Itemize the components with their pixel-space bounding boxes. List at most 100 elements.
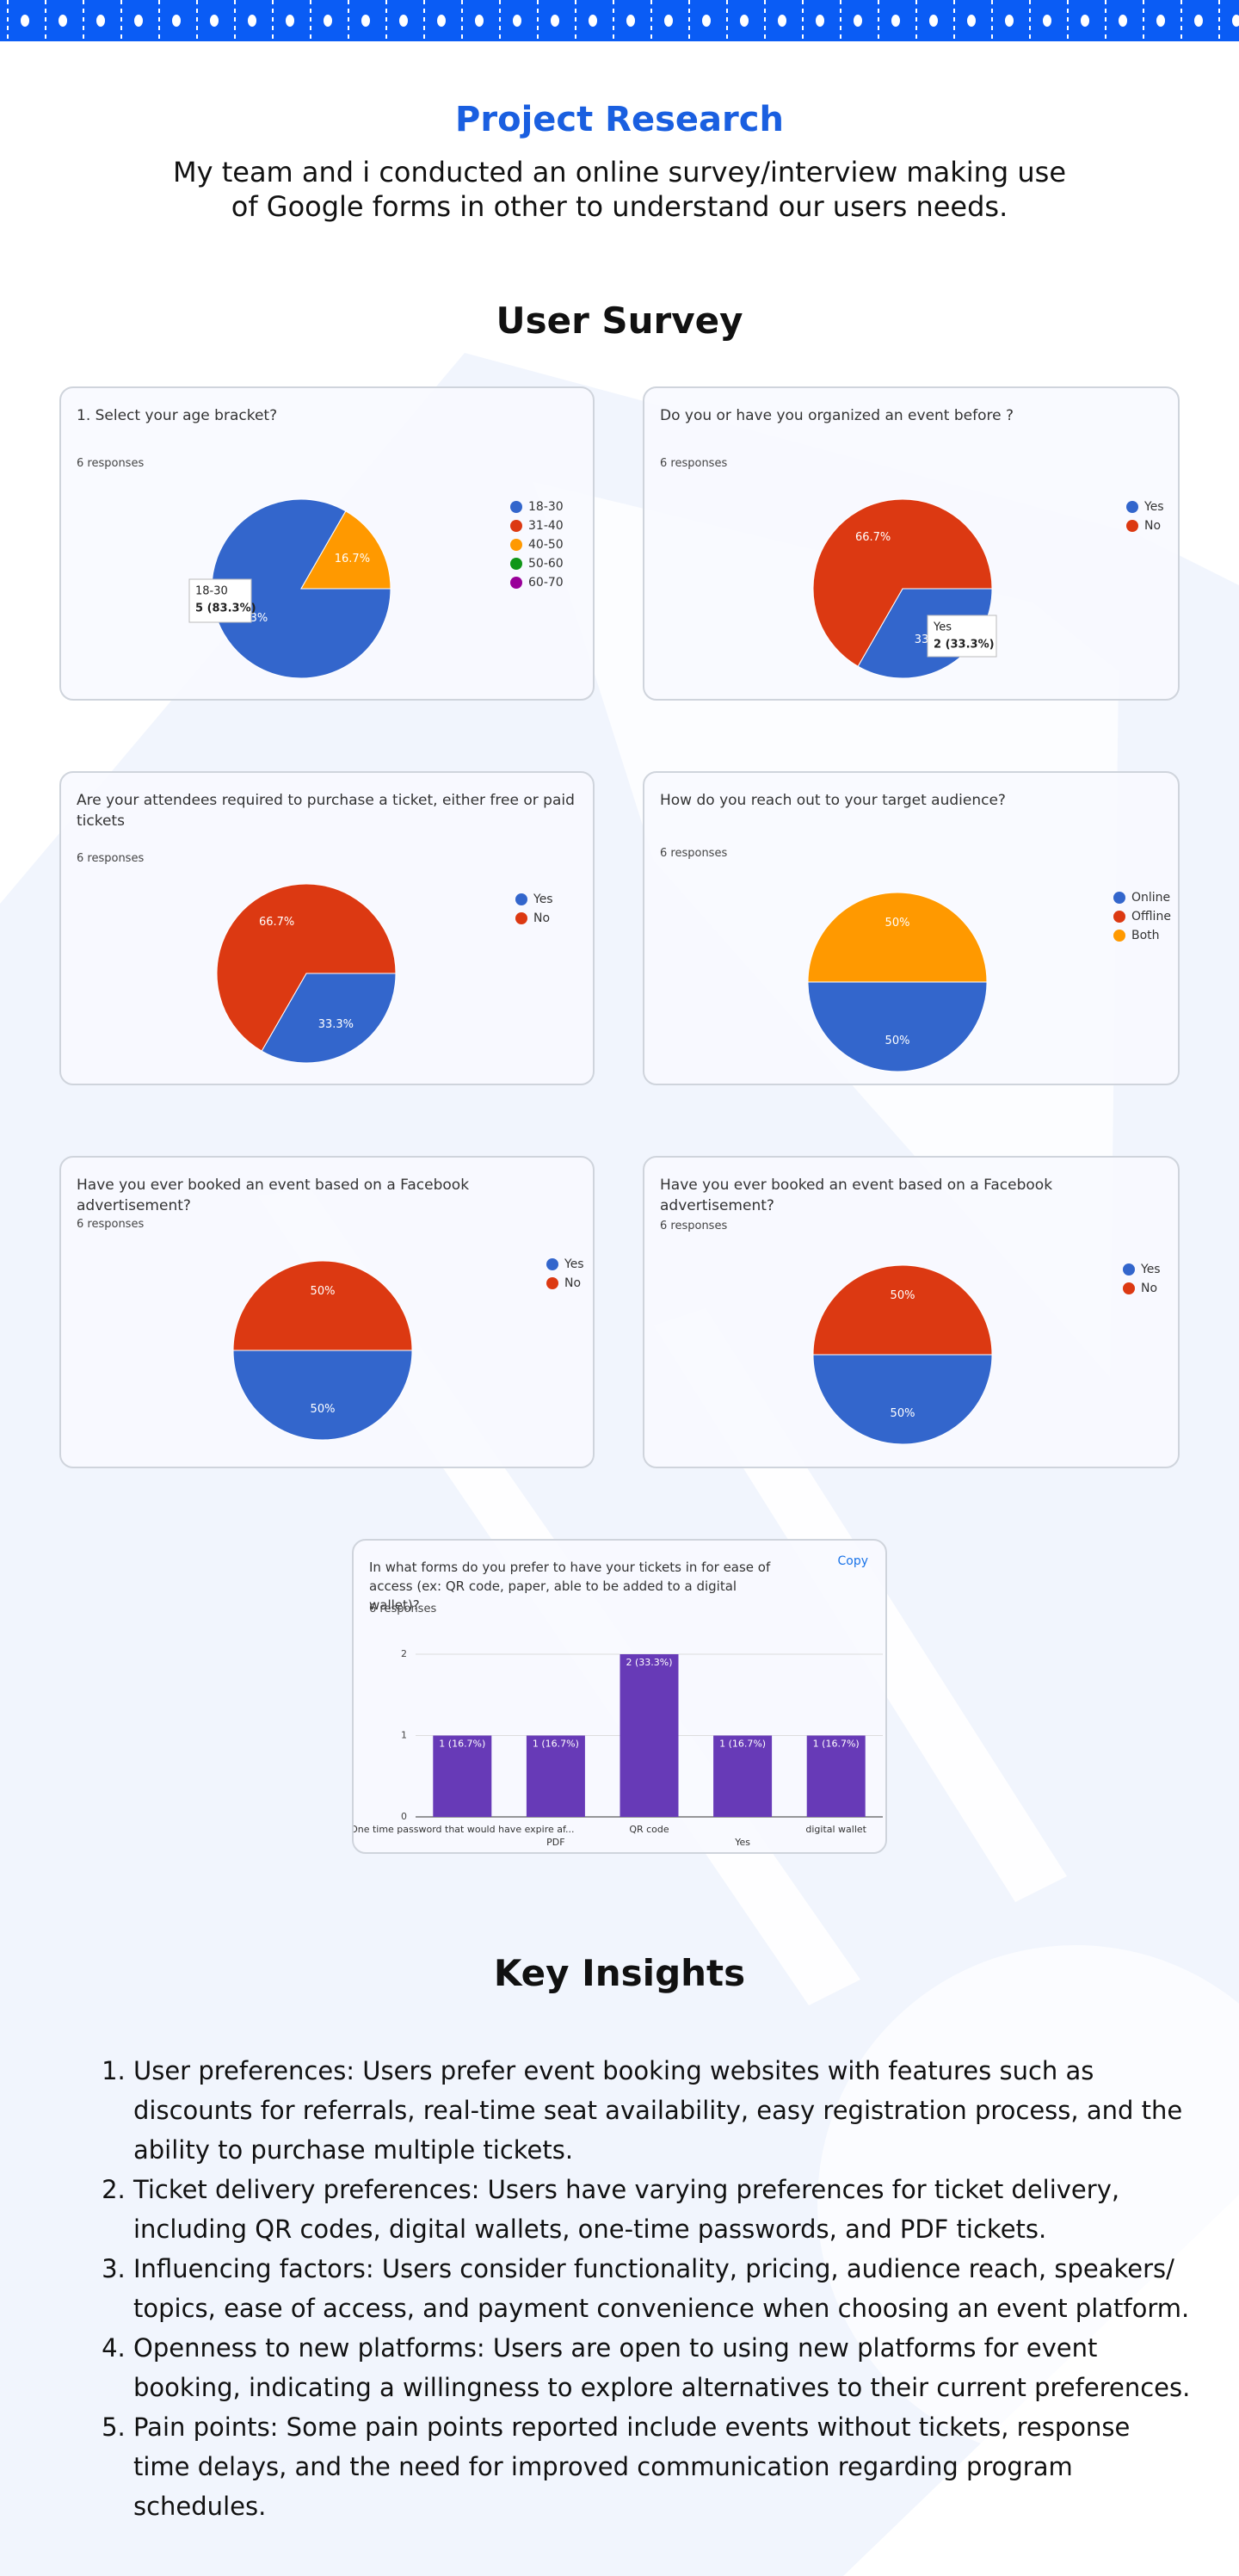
banner-dot — [1156, 15, 1165, 27]
banner-dash — [537, 0, 539, 41]
bar-label: 1 (16.7%) — [719, 1739, 766, 1750]
banner-dash — [310, 0, 311, 41]
pie-slice — [261, 973, 397, 1064]
x-tick-label: QR code — [629, 1824, 669, 1835]
tooltip-box — [927, 615, 997, 658]
tooltip-value: 2 (33.3%) — [934, 639, 995, 652]
banner-dot — [172, 15, 181, 27]
legend-swatch — [1113, 892, 1125, 904]
banner-dash — [1218, 0, 1220, 41]
banner-dot — [891, 15, 900, 27]
legend-label: No — [1141, 1282, 1157, 1295]
x-tick-label: One time password that would have expire… — [354, 1824, 575, 1835]
legend-swatch — [546, 1277, 558, 1289]
legend-swatch — [1126, 501, 1138, 513]
insights-list: User preferences: Users prefer event boo… — [95, 2051, 1192, 2526]
banner-dash — [83, 0, 84, 41]
banner-dot — [437, 15, 446, 27]
banner-dot — [59, 15, 67, 27]
banner-dot — [1043, 15, 1051, 27]
legend-label: No — [1144, 519, 1161, 533]
banner-dot — [475, 15, 484, 27]
chart-title: Have you ever booked an event based on a… — [77, 1177, 470, 1214]
banner-dash — [45, 0, 46, 41]
banner-dot — [702, 15, 711, 27]
banner-dash — [840, 0, 841, 41]
bar-label: 2 (33.3%) — [626, 1657, 672, 1668]
page-title: Project Research — [455, 100, 784, 139]
slice-label: 16.7% — [335, 553, 370, 565]
chart-card: 83.3%16.7%18-3031-4040-5050-6060-7018-30… — [59, 386, 595, 701]
legend-swatch — [1113, 911, 1125, 923]
banner-dot — [210, 15, 219, 27]
legend-label: Both — [1131, 929, 1160, 942]
legend-label: No — [533, 911, 550, 925]
legend-label: Yes — [564, 1257, 584, 1271]
copy-button[interactable]: Copy — [837, 1554, 868, 1568]
banner-dot — [1081, 15, 1089, 27]
banner-dash — [158, 0, 160, 41]
banner-dash — [802, 0, 804, 41]
tooltip-label: 18-30 — [195, 585, 228, 598]
tooltip-box — [188, 578, 252, 623]
banner-dash — [688, 0, 690, 41]
chart-card: 50% 50% Yes No Have you ever booked an event… — [643, 1156, 1180, 1468]
bar — [526, 1735, 585, 1817]
banner-dash — [7, 0, 9, 41]
legend-swatch — [515, 912, 527, 924]
legend-label: Offline — [1131, 910, 1171, 924]
y-tick-label: 0 — [401, 1811, 407, 1822]
legend-swatch — [1113, 930, 1125, 942]
chart: 50% 50% Online Offline Both — [807, 891, 1171, 1072]
chart-card: 50% 50% Yes No Have you ever booked an event… — [59, 1156, 595, 1468]
x-tick-label: PDF — [546, 1837, 564, 1848]
chart-card: 50% 50% Online Offline Both How do you reach … — [643, 771, 1180, 1085]
chart-card: 0 1 2 1 (16.7%) One time password that would… — [352, 1539, 887, 1854]
banner-dot — [324, 15, 332, 27]
pie-slice — [216, 883, 397, 1052]
bar — [620, 1654, 679, 1817]
x-tick-label: Yes — [734, 1837, 750, 1848]
banner-dot — [929, 15, 938, 27]
banner-dot — [21, 15, 29, 27]
legend-label: 31-40 — [528, 519, 564, 533]
banner-dash — [461, 0, 463, 41]
banner-dot — [626, 15, 635, 27]
pie-slice — [807, 981, 988, 1072]
insight-item: User preferences: Users prefer event boo… — [133, 2051, 1192, 2170]
bar-label: 1 (16.7%) — [439, 1739, 485, 1750]
banner-dash — [991, 0, 993, 41]
legend-swatch — [1123, 1263, 1135, 1276]
banner-dot — [248, 15, 256, 27]
banner-dot — [664, 15, 673, 27]
banner-dash — [575, 0, 576, 41]
legend-swatch — [510, 501, 522, 513]
top-banner — [0, 0, 1239, 41]
banner-dash — [196, 0, 198, 41]
bar-label: 1 (16.7%) — [533, 1739, 579, 1750]
legend-label: Yes — [1140, 1263, 1161, 1276]
chart-title: Are your attendees required to purchase … — [77, 792, 575, 830]
banner-dash — [650, 0, 652, 41]
banner-dash — [499, 0, 501, 41]
chart-title: How do you reach out to your target audi… — [660, 792, 1006, 809]
banner-dash — [234, 0, 236, 41]
legend-label: 50-60 — [528, 557, 564, 571]
banner-dot — [551, 15, 559, 27]
banner-dash — [726, 0, 728, 41]
response-count: 6 responses — [660, 1220, 728, 1232]
x-tick-label: digital wallet — [805, 1824, 866, 1835]
chart: 50% 50% Yes No — [812, 1263, 1161, 1445]
tooltip-value: 5 (83.3%) — [195, 602, 256, 615]
banner-dot — [96, 15, 105, 27]
legend-swatch — [1126, 520, 1138, 532]
banner-dot — [286, 15, 294, 27]
legend-label: Yes — [1143, 500, 1164, 514]
legend-swatch — [510, 558, 522, 570]
banner-dot — [1119, 15, 1127, 27]
banner-dash — [423, 0, 425, 41]
slice-label: 50% — [891, 1407, 915, 1420]
banner-dash — [878, 0, 879, 41]
legend-swatch — [510, 520, 522, 532]
bar-label: 1 (16.7%) — [813, 1739, 860, 1750]
